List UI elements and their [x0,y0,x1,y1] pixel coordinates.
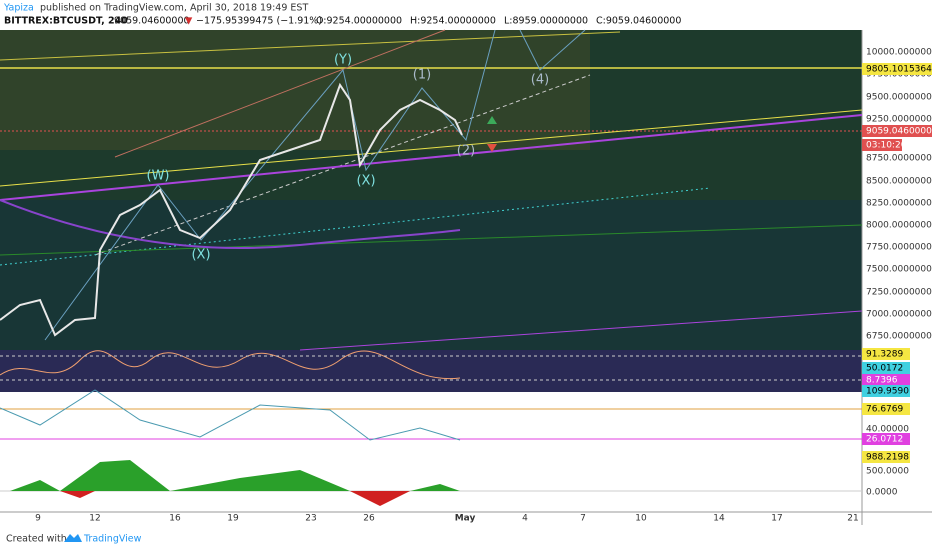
indicator-tag: 0.0000 [866,488,898,498]
zone [0,30,590,150]
indicator-tag: 109.9590 [866,387,909,397]
date-label: 21 [847,514,858,524]
wave-label: (X) [191,248,210,263]
channel-line [114,29,446,158]
stoch-pane [0,350,862,392]
green-line [0,224,863,256]
price-label: 9500.00000000 [866,93,932,103]
indicator-tag: 91.3289 [866,350,903,360]
countdown: 03:10:20 [866,141,907,151]
date-label: 10 [635,514,647,524]
last-price: 9059.04600000 [114,16,190,27]
zone [0,200,862,350]
moving-average [0,199,461,249]
tag-bg [862,139,902,151]
wave-path [44,29,586,341]
wave-label: (1) [413,68,431,83]
tag-bg [862,63,932,75]
tag-bg [862,385,910,397]
tag-bg [862,362,910,374]
last-tag: 9059.04600000 [866,127,932,137]
tag-bg [862,451,910,463]
date-label: May [455,514,476,524]
dotted-line [0,187,711,266]
change: −175.95399475 (−1.91%) [196,16,322,27]
created-with: Created with [6,534,67,545]
date-label: 19 [227,514,239,524]
price-label: 8500.00000000 [866,177,932,187]
price-path [0,82,463,337]
price-label: 10000.00000000 [866,48,932,58]
date-labels: 9 12 16 19 23 26 May 4 7 10 14 17 21 [35,514,859,524]
date-label: 17 [771,514,782,524]
date-label: 12 [89,514,100,524]
price-label: 7500.00000000 [866,265,932,275]
date-label: 14 [713,514,725,524]
macd-histogram [10,460,460,505]
open: O:9254.00000000 [316,16,402,27]
tag-bg [862,125,932,137]
trend-line [0,31,621,61]
publisher[interactable]: Yapiza [3,3,34,14]
wave-label: (Y) [334,53,352,68]
wave-label: (2) [457,144,475,159]
price-label: 7250.00000000 [866,288,932,298]
indicator-tag: 40.00000 [866,425,909,435]
indicator-tag: 76.6769 [866,405,903,415]
low: L:8959.00000000 [504,16,588,27]
tag-bg [862,348,910,360]
price-axis [862,30,932,512]
tag-bg [862,433,910,445]
rsi-line [0,389,461,441]
stoch-line [0,350,461,380]
published: published on TradingView.com, April 30, … [40,3,308,14]
indicator-tag: 500.0000 [866,467,909,477]
rsi-pane [0,392,862,452]
price-label: 8250.00000000 [866,199,932,209]
price-label: 7000.00000000 [866,310,932,320]
logo [64,534,82,542]
wave-labels: (Y) (1) (4) (2) (X) (W) (X) [147,53,550,263]
indicator-tag: 50.0172 [866,364,903,374]
brand[interactable]: TradingView [83,534,142,545]
tag-bg [862,403,910,415]
purple-line [0,114,863,201]
down-arrow-icon [487,144,497,152]
price-label: 9250.00000000 [866,115,932,125]
date-label: 7 [580,514,586,524]
date-label: 26 [363,514,375,524]
macd-histogram [60,491,410,506]
tag-bg [862,374,910,386]
up-arrow-icon [487,116,497,124]
price-label: 7750.00000000 [866,243,932,253]
close: C:9059.04600000 [596,16,681,27]
wave-label: (X) [356,174,375,189]
level-tag: 9805.10153640 [866,65,932,75]
trend-line [0,109,863,187]
date-label: 9 [35,514,41,524]
indicator-tag: 988.2198 [866,453,909,463]
symbol: BITTREX:BTCUSDT, 240 [4,16,128,27]
purple-line [299,310,863,351]
wave-label: (4) [531,73,549,88]
indicator-tag: 8.7396 [866,376,898,386]
date-label: 23 [305,514,316,524]
drawings [0,29,863,506]
wave-label: (W) [147,169,170,184]
price-label: 6750.00000000 [866,332,932,342]
price-label: 8000.00000000 [866,221,932,231]
high: H:9254.00000000 [410,16,496,27]
price-label: 8750.00000000 [866,154,932,164]
down-arrow: ▼ [185,16,193,27]
price-labels: 10000.000000009750.000000009500.00000000… [866,48,932,342]
date-label: 4 [522,514,528,524]
date-label: 16 [169,514,181,524]
indicator-tag: 26.0712 [866,435,903,445]
